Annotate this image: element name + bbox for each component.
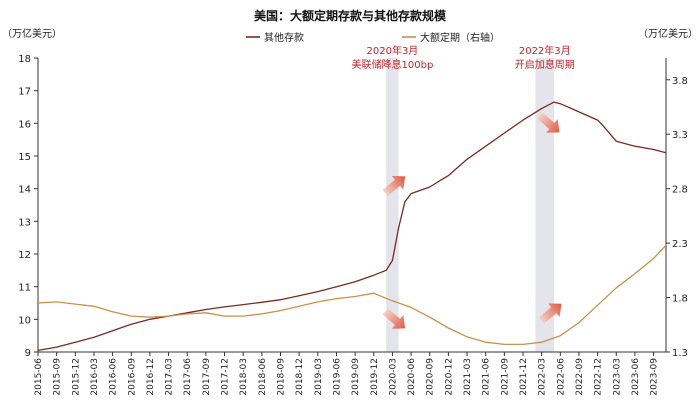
x-tick-label: 2018-09: [276, 358, 286, 396]
x-tick-label: 2015-09: [53, 358, 63, 396]
x-tick-label: 2017-03: [165, 358, 175, 396]
x-tick-label: 2015-06: [34, 358, 44, 396]
x-tick-label: 2021-06: [482, 358, 492, 396]
x-tick-label: 2017-12: [221, 358, 231, 396]
arrow-up-2020: [382, 175, 406, 197]
x-tick-label: 2016-06: [109, 358, 119, 396]
annotation-1-line2: 美联储降息100bp: [352, 58, 434, 71]
arrow-down-2022-shape: [536, 112, 560, 133]
x-tick-label: 2017-06: [183, 358, 193, 396]
x-tick-label: 2022-06: [556, 358, 566, 396]
x-tick-label: 2015-12: [71, 358, 81, 396]
x-tick-label: 2021-03: [463, 358, 473, 396]
left-tick-label: 14: [18, 185, 31, 196]
left-axis-unit: （万亿美元）: [2, 27, 62, 40]
right-tick-label: 3.8: [672, 76, 688, 87]
x-tick-label: 2020-12: [444, 358, 454, 396]
x-tick-label: 2018-03: [239, 358, 249, 396]
annotation-arrows: [382, 112, 562, 329]
x-tick-label: 2019-06: [332, 358, 342, 396]
left-tick-label: 9: [25, 348, 31, 359]
x-tick-label: 2022-03: [538, 358, 548, 396]
arrow-up-2020-shape: [382, 175, 406, 197]
annotation-1-line1: 2020年3月: [367, 44, 419, 57]
x-tick-label: 2023-06: [631, 358, 641, 396]
arrow-down-2020-shape: [382, 308, 406, 329]
arrow-down-2020: [382, 308, 406, 329]
x-tick-label: 2022-12: [594, 358, 604, 396]
left-tick-label: 13: [18, 217, 31, 228]
legend-label-1: 其他存款: [264, 31, 304, 44]
x-tick-label: 2021-12: [519, 358, 529, 396]
x-tick-label: 2019-09: [351, 358, 361, 396]
series-lines: [37, 101, 667, 352]
right-tick-label: 3.3: [672, 130, 688, 141]
x-tick-label: 2017-09: [202, 358, 212, 396]
x-tick-label: 2018-12: [295, 358, 305, 396]
annotation-2-line1: 2022年3月: [519, 44, 571, 57]
x-tick-label: 2020-06: [407, 358, 417, 396]
left-tick-label: 11: [18, 283, 31, 294]
x-tick-label: 2023-03: [612, 358, 622, 396]
left-tick-label: 17: [18, 87, 31, 98]
x-tick-label: 2016-12: [146, 358, 156, 396]
x-tick-label: 2021-09: [500, 358, 510, 396]
right-tick-label: 2.8: [672, 185, 688, 196]
right-tick-label: 1.3: [672, 348, 688, 359]
arrow-down-2022: [536, 112, 560, 133]
left-tick-label: 12: [18, 250, 31, 261]
left-tick-label: 10: [18, 315, 31, 326]
legend: 其他存款 大额定期（右轴）: [246, 31, 500, 44]
legend-label-2: 大额定期（右轴）: [420, 31, 500, 44]
arrow-up-2022: [538, 303, 562, 324]
axes: 9 10 11 12 13 14 15 16 17 18 1.3 1.8 2.3 2.8 3.3 3.8 201…: [18, 54, 688, 396]
x-tick-label: 2020-09: [426, 358, 436, 396]
x-tick-label: 2016-03: [90, 358, 100, 396]
x-tick-label: 2019-12: [370, 358, 380, 396]
left-tick-label: 15: [18, 152, 31, 163]
chart-title: 美国：大额定期存款与其他存款规模: [254, 8, 447, 23]
left-tick-label: 18: [18, 54, 31, 65]
x-tick-label: 2018-06: [258, 358, 268, 396]
shaded-period-1: [386, 58, 399, 352]
series-line-2: [37, 244, 667, 346]
left-tick-label: 16: [18, 119, 31, 130]
annotation-2-line2: 开启加息周期: [515, 58, 575, 71]
right-axis-unit: （万亿美元）: [638, 27, 698, 40]
x-tick-label: 2023-09: [650, 358, 660, 396]
x-tick-label: 2022-09: [575, 358, 585, 396]
arrow-up-2022-shape: [538, 303, 562, 324]
x-tick-label: 2019-03: [314, 358, 324, 396]
series-line-1: [37, 101, 667, 352]
right-tick-label: 2.3: [672, 239, 688, 250]
x-tick-label: 2016-09: [127, 358, 137, 396]
right-tick-label: 1.8: [672, 294, 688, 305]
x-tick-label: 2020-03: [388, 358, 398, 396]
